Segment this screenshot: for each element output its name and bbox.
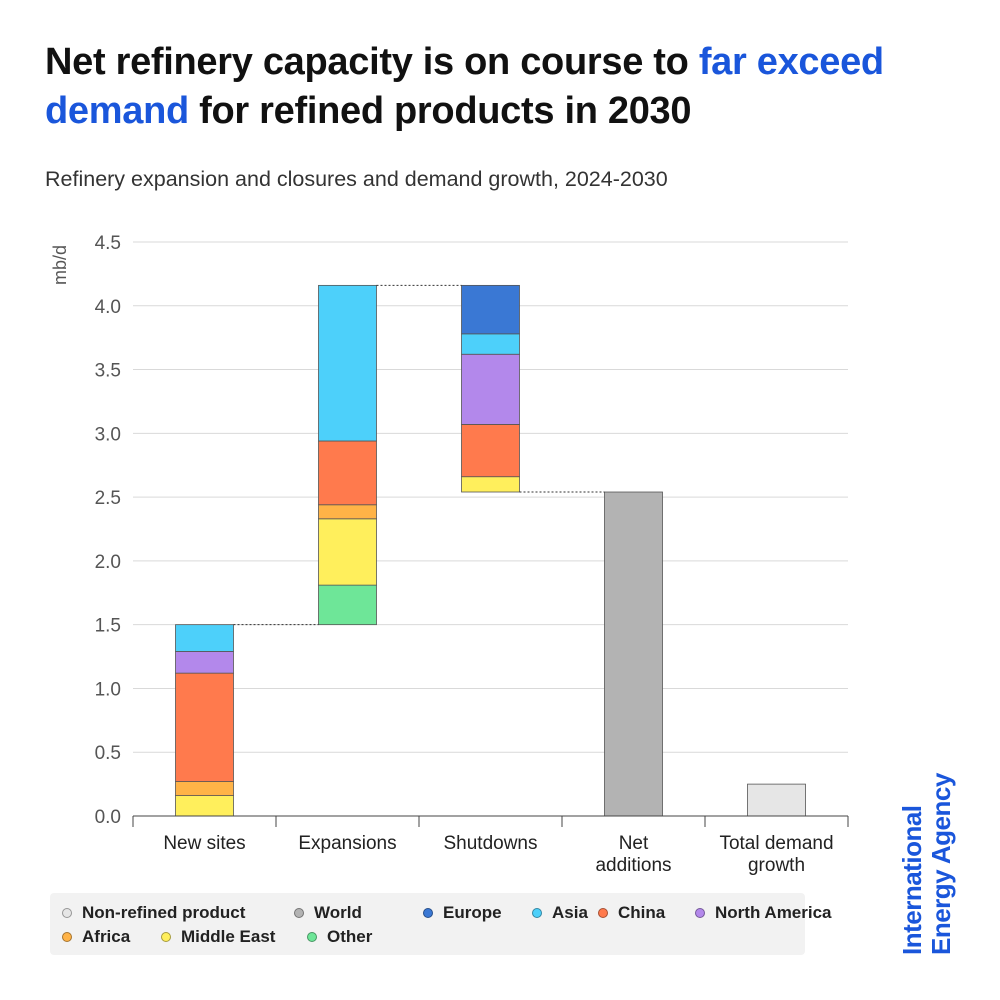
legend-swatch (695, 908, 705, 918)
chart-title: Net refinery capacity is on course to fa… (45, 38, 965, 136)
bar-segment-other (318, 584, 377, 626)
logo-line-2: Energy Agency (926, 773, 956, 955)
bar-segment-world (604, 491, 663, 817)
x-tick-label: growth (748, 855, 805, 876)
legend-item-africa: Africa (62, 927, 130, 947)
legend-label: Europe (443, 903, 502, 922)
iea-logo: International Energy Agency (897, 765, 956, 955)
legend-label: North America (715, 903, 832, 922)
legend-swatch (62, 932, 72, 942)
legend-item-china: China (598, 903, 665, 923)
legend-item-middle-east: Middle East (161, 927, 275, 947)
legend-label: Other (327, 927, 373, 946)
logo-line-1: International (897, 805, 927, 955)
x-tick-label: New sites (163, 833, 245, 854)
legend-swatch (62, 908, 72, 918)
bar-segment-middle-east (318, 518, 377, 586)
legend-item-north-america: North America (695, 903, 832, 923)
y-tick-label: 0.0 (95, 807, 121, 828)
bar-segment-china (318, 440, 377, 506)
bar-segment-north-america (461, 353, 520, 425)
y-tick-label: 2.0 (95, 552, 121, 573)
legend-item-other: Other (307, 927, 372, 947)
legend-label: World (314, 903, 362, 922)
legend-swatch (161, 932, 171, 942)
x-tick-label: Total demand (719, 833, 833, 854)
y-tick-label: 2.5 (95, 488, 121, 509)
title-part1: Net refinery capacity is on course to (45, 41, 699, 83)
bar-segment-asia (175, 624, 234, 652)
legend-label: Africa (82, 927, 131, 946)
legend-item-europe: Europe (423, 903, 502, 923)
title-highlight: far exceed demand (45, 41, 884, 132)
bar-segment-africa (175, 781, 234, 796)
legend-swatch (598, 908, 608, 918)
y-tick-label: 0.5 (95, 743, 121, 764)
bar-segment-asia (318, 284, 377, 442)
bar-segment-middle-east (175, 795, 234, 817)
y-tick-label: 4.5 (95, 233, 121, 254)
legend-swatch (423, 908, 433, 918)
bar-segment-europe (461, 284, 520, 335)
y-tick-label: 3.0 (95, 424, 121, 445)
y-tick-label: 3.5 (95, 361, 121, 382)
legend-swatch (294, 908, 304, 918)
bar-segment-north-america (175, 651, 234, 674)
legend-swatch (307, 932, 317, 942)
bar-segment-asia (461, 333, 520, 355)
bar-segment-china (175, 672, 234, 782)
bar-segment-middle-east (461, 476, 520, 493)
legend-label: Asia (552, 903, 588, 922)
legend-item-asia: Asia (532, 903, 588, 923)
x-tick-label: Net (619, 833, 649, 854)
legend-item-non-refined-product: Non-refined product (62, 903, 245, 923)
x-tick-label: Expansions (298, 833, 396, 854)
x-tick-label: additions (595, 855, 671, 876)
legend: Non-refined product World Europe Asia China N… (50, 893, 832, 955)
bar-segment-non-refined-product (747, 783, 806, 817)
legend-label: Middle East (181, 927, 276, 946)
y-axis-label: mb/d (50, 245, 70, 285)
x-tick-label: Shutdowns (443, 833, 537, 854)
y-tick-label: 4.0 (95, 297, 121, 318)
bar-segment-africa (318, 504, 377, 520)
legend-label: China (618, 903, 666, 922)
legend-swatch (532, 908, 542, 918)
chart-subtitle: Refinery expansion and closures and dema… (45, 167, 668, 191)
legend-label: Non-refined product (82, 903, 246, 922)
title-part2: for refined products in 2030 (188, 90, 692, 132)
y-tick-label: 1.5 (95, 616, 121, 637)
legend-item-world: World (294, 903, 362, 923)
bar-segment-china (461, 424, 520, 478)
y-tick-label: 1.0 (95, 679, 121, 700)
